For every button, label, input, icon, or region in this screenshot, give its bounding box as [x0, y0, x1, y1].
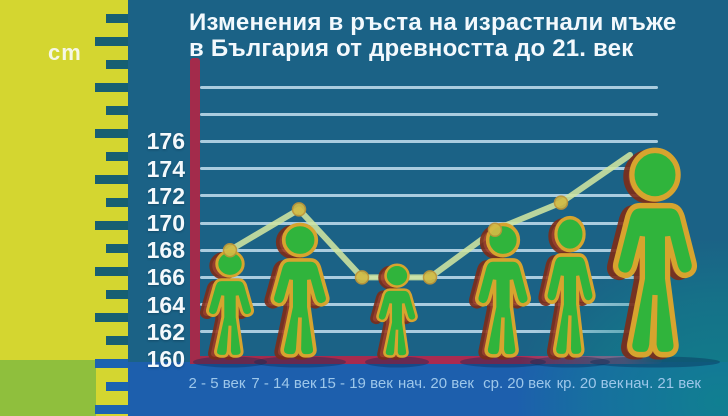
y-tick-label-176: 176 — [146, 128, 185, 155]
y-tick-label-164: 164 — [146, 291, 185, 318]
ruler-tick — [106, 60, 128, 69]
gridline-178 — [200, 112, 658, 116]
gridline-164 — [200, 303, 658, 307]
x-category-label-2: 15 - 19 век — [319, 375, 393, 392]
gridline-162 — [200, 330, 658, 334]
left-green-strip — [0, 360, 96, 416]
unit-label: cm — [48, 40, 82, 65]
data-point-dot-2 — [354, 270, 370, 285]
ruler-tick — [106, 382, 128, 391]
x-category-label-1: 7 - 14 век — [251, 375, 317, 392]
y-tick-label-168: 168 — [146, 237, 185, 264]
ruler-tick — [95, 175, 128, 184]
data-point-dot-0 — [222, 242, 238, 258]
height-ruler — [95, 0, 128, 416]
y-axis-bar — [190, 58, 200, 364]
gridline-174 — [200, 167, 658, 171]
chart-title-line1: Изменения в ръста на израстнали мъже — [189, 9, 677, 36]
ruler-tick — [95, 83, 128, 92]
ruler-tick — [95, 267, 128, 276]
gridline-168 — [200, 248, 658, 252]
chart-title-line2: в България от древността до 21. век — [189, 35, 634, 62]
x-category-label-6: нач. 21 век — [624, 375, 701, 392]
gridline-172 — [200, 194, 658, 198]
ruler-tick — [106, 244, 128, 253]
figure-ground-shadow — [530, 356, 610, 368]
figure-ground-shadow — [193, 356, 267, 368]
ruler-tick — [106, 106, 128, 115]
left-yellow-panel — [0, 0, 96, 416]
x-axis-baseline — [190, 356, 662, 364]
gridline-176 — [200, 139, 658, 143]
x-category-label-3: нач. 20 век — [397, 375, 474, 392]
ruler-tick — [106, 290, 128, 299]
ruler-tick — [95, 313, 128, 322]
figure-ground-shadow — [460, 356, 546, 368]
data-point-dot-3 — [422, 270, 438, 285]
chart-title: Изменения в ръста на израстнали мъже в Б… — [189, 10, 719, 62]
data-point-dot-5 — [553, 195, 569, 210]
ruler-tick — [95, 359, 128, 368]
x-category-label-4: ср. 20 век — [483, 375, 551, 392]
ruler-tick — [106, 152, 128, 161]
x-category-label-5: кр. 20 век — [556, 375, 624, 392]
gridline-170 — [200, 221, 658, 225]
figure-ground-shadow — [590, 356, 720, 368]
x-category-label-0: 2 - 5 век — [188, 375, 246, 392]
y-tick-label-174: 174 — [146, 155, 185, 182]
y-tick-label-170: 170 — [146, 210, 185, 236]
ruler-tick — [95, 221, 128, 230]
data-point-dot-1 — [291, 202, 307, 217]
y-tick-label-160: 160 — [146, 346, 185, 372]
ruler-tick — [95, 405, 128, 414]
y-tick-label-162: 162 — [146, 318, 185, 345]
ruler-tick — [95, 37, 128, 46]
data-point-dot-4 — [487, 222, 503, 238]
figure-ground-shadow — [254, 356, 346, 368]
ruler-tick — [106, 198, 128, 207]
y-tick-label-172: 172 — [146, 182, 185, 209]
ruler-tick — [106, 14, 128, 23]
y-tick-label-166: 166 — [146, 264, 185, 291]
ruler-tick — [106, 336, 128, 345]
ruler-tick — [95, 129, 128, 138]
gridline-180 — [200, 85, 658, 89]
